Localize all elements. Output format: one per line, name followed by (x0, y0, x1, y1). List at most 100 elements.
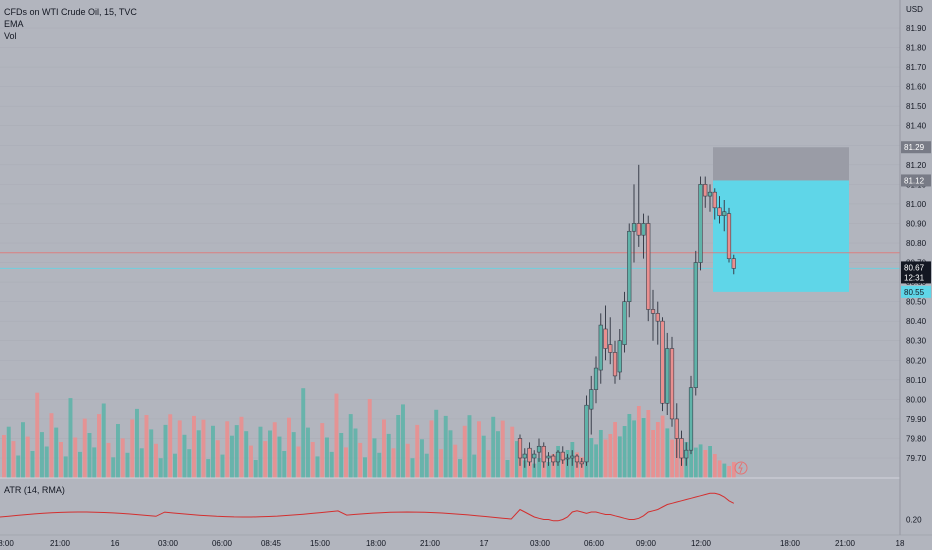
time-tick: 21:00 (835, 539, 856, 548)
time-tick: 12:00 (691, 539, 712, 548)
atr-legend[interactable]: ATR (14, RMA) (4, 485, 65, 495)
volume-bar (551, 454, 556, 478)
volume-bar (410, 458, 415, 478)
volume-bar (527, 454, 532, 478)
candle-body (627, 230, 632, 302)
candle-body (636, 223, 641, 236)
candle-body (603, 328, 608, 349)
volume-bar (693, 447, 698, 478)
volume-bar (177, 420, 182, 478)
volume-bar (636, 406, 641, 478)
volume-bar (59, 442, 63, 478)
volume-bar (249, 445, 253, 478)
time-tick: 06:00 (212, 539, 233, 548)
price-tick: 81.70 (906, 63, 927, 72)
candle-body (574, 455, 580, 463)
candle-body (522, 453, 527, 459)
volume-bar (230, 435, 234, 478)
candle-body (693, 262, 698, 388)
ema-label[interactable]: EMA (4, 19, 24, 29)
volume-bar (49, 413, 54, 478)
volume-bar (486, 450, 491, 478)
volume-bar (348, 414, 353, 478)
price-tick: 81.80 (906, 44, 927, 53)
volume-bar (149, 429, 154, 478)
volume-bar (532, 463, 537, 478)
position-tool[interactable] (713, 147, 849, 292)
volume-bar (420, 439, 424, 478)
candle-body (579, 461, 584, 465)
time-tick: 16 (111, 539, 120, 548)
volume-bar (537, 458, 541, 478)
volume-bar (82, 418, 87, 478)
candle-body (598, 324, 603, 371)
volume-bar (670, 439, 674, 478)
volume-bar (415, 424, 420, 478)
time-tick: 8:00 (0, 539, 14, 548)
volume-bar (63, 456, 68, 478)
volume-bar (646, 410, 651, 478)
time-tick: 17 (480, 539, 489, 548)
target-zone[interactable] (713, 180, 849, 292)
price-tick: 80.20 (906, 356, 927, 365)
time-tick: 15:00 (310, 539, 331, 548)
time-axis[interactable]: 8:00 21:00 16 03:00 06:00 08:45 15:00 18:00 21:0… (0, 534, 932, 548)
candle-body (617, 340, 622, 373)
volume-bar (405, 443, 410, 478)
time-tick: 21:00 (420, 539, 441, 548)
time-tick: 03:00 (158, 539, 179, 548)
volume-bar (443, 415, 448, 478)
volume-bar (173, 453, 177, 478)
price-tick: 81.40 (906, 122, 927, 131)
volume-bar (139, 448, 144, 478)
volume-bar (651, 430, 655, 478)
volume-bar (301, 388, 306, 478)
price-tick: 80.90 (906, 219, 927, 228)
stop-zone[interactable] (713, 147, 849, 181)
symbol-title[interactable]: CFDs on WTI Crude Oil, 15, TVC (4, 7, 137, 17)
volume-bar (116, 424, 120, 478)
volume-bar (125, 452, 130, 478)
volume-bar (168, 414, 173, 478)
volume-bar (367, 399, 372, 478)
volume-bar (187, 449, 192, 478)
atr-line (0, 492, 735, 522)
volume-bar (477, 421, 481, 478)
candle-body (712, 191, 717, 209)
volume-bar (708, 446, 712, 478)
candle-body (660, 320, 665, 404)
volume-bar (258, 426, 263, 478)
volume-bar (296, 446, 301, 478)
candle-body (665, 348, 670, 404)
vol-label[interactable]: Vol (4, 31, 17, 41)
volume-bar (698, 444, 703, 478)
volume-bar (263, 441, 268, 478)
candle-body (655, 313, 660, 322)
volume-bar (163, 424, 168, 478)
candle-body (646, 223, 651, 310)
volume-bar (135, 408, 139, 478)
stop-badge (901, 141, 931, 154)
candle-body (674, 418, 679, 439)
price-tick: 80.40 (906, 317, 927, 326)
volume-bar (35, 392, 40, 478)
candle-body (717, 207, 722, 216)
volume-bar (603, 439, 608, 478)
volume-bar (424, 453, 429, 478)
volume-bar (192, 415, 196, 478)
candles (517, 164, 736, 468)
candle-body (688, 387, 694, 451)
candle-body (669, 348, 675, 420)
candle-body (546, 455, 551, 459)
volume-bar (613, 422, 617, 478)
volume-bar (439, 449, 443, 478)
volume-bar (44, 446, 49, 478)
candle-body (551, 455, 556, 463)
volume-bar (144, 415, 149, 478)
lightning-icon[interactable] (734, 461, 748, 475)
time-tick: 21:00 (50, 539, 71, 548)
volume-bar (377, 452, 382, 478)
volume-bar (372, 438, 377, 478)
